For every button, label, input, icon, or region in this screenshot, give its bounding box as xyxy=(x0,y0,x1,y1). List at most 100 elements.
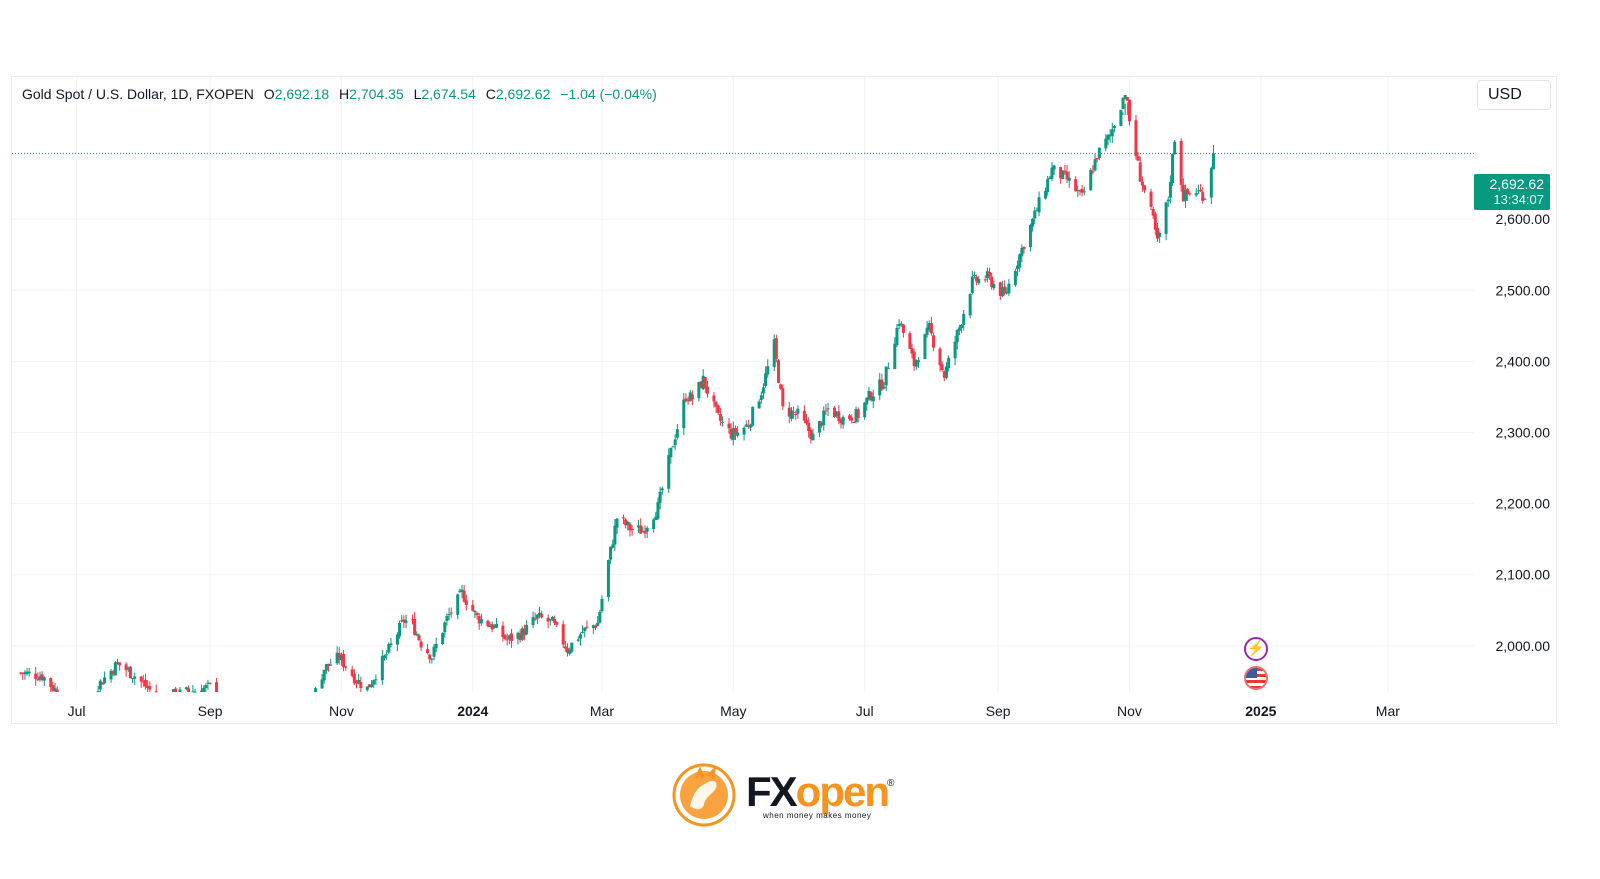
x-tick-label: Nov xyxy=(329,703,354,719)
candle-body xyxy=(540,613,544,618)
candle-body xyxy=(445,616,449,621)
candle-body xyxy=(645,527,649,532)
candle-body xyxy=(749,424,753,428)
candle-body xyxy=(942,371,946,378)
candle-body xyxy=(477,615,481,624)
candle-body xyxy=(731,428,735,440)
x-axis: Jul Sep Nov 2024 Mar May Jul Sep Nov 2025 Mar xyxy=(68,703,1401,719)
candle-body xyxy=(327,663,331,667)
candle-body xyxy=(380,656,384,681)
candle-body xyxy=(505,639,509,641)
candle-body xyxy=(630,529,634,531)
high-label: H xyxy=(339,86,350,102)
y-tick-label: 2,200.00 xyxy=(1496,496,1551,512)
candle-body xyxy=(1194,193,1198,196)
candle-body xyxy=(488,625,492,628)
candle-body xyxy=(886,367,890,369)
currency-selector[interactable]: USD xyxy=(1477,80,1551,110)
candle-body xyxy=(772,339,776,367)
candle-body xyxy=(339,655,343,661)
candle-body xyxy=(355,681,359,684)
candle-body xyxy=(591,625,595,629)
candle-body xyxy=(583,627,587,632)
candle-body xyxy=(133,676,137,679)
candle-body xyxy=(1158,232,1162,237)
candle-body xyxy=(826,408,830,410)
candle-body xyxy=(910,348,914,354)
candle-body xyxy=(848,415,852,420)
candle-body xyxy=(352,673,356,684)
candle-body xyxy=(932,335,936,348)
candle-body xyxy=(410,619,414,621)
candle-body xyxy=(850,417,854,421)
candle-body xyxy=(1209,168,1213,198)
candle-body xyxy=(34,673,38,679)
candle-body xyxy=(1089,170,1093,191)
candle-body xyxy=(576,639,580,641)
candle-body xyxy=(395,634,399,645)
candle-body xyxy=(1080,188,1084,193)
candle-body xyxy=(805,420,809,424)
candle-body xyxy=(51,685,55,691)
candle-body xyxy=(38,676,42,680)
candle-body xyxy=(520,628,524,640)
candle-body xyxy=(531,617,535,626)
candle-body xyxy=(1183,190,1187,201)
candle-body xyxy=(787,407,791,417)
candle-body xyxy=(811,433,815,441)
fxopen-logo-icon xyxy=(672,763,736,827)
candle-body xyxy=(335,652,339,664)
candle-body xyxy=(148,685,152,690)
candle-body xyxy=(1136,156,1140,161)
candle-body xyxy=(124,664,128,671)
chart-frame[interactable]: 2,000.00 2,100.00 2,200.00 2,300.00 2,400.00… xyxy=(11,76,1557,724)
candle-body xyxy=(103,677,107,684)
candle-body xyxy=(972,275,976,277)
candle-body xyxy=(191,691,195,693)
candle-body xyxy=(1201,192,1205,201)
candle-body xyxy=(400,620,404,622)
us-flag-icon[interactable] xyxy=(1244,666,1268,690)
low-label: L xyxy=(413,86,422,102)
candle-body xyxy=(561,624,565,645)
candle-body xyxy=(673,439,677,446)
candle-body xyxy=(835,411,839,416)
candle-body xyxy=(55,689,59,692)
candle-body xyxy=(774,338,778,359)
candle-body xyxy=(613,525,617,545)
candle-body xyxy=(1093,159,1097,171)
candle-body xyxy=(146,685,150,689)
candle-body xyxy=(947,357,951,369)
candle-body xyxy=(714,401,718,407)
candle-body xyxy=(871,396,875,402)
candle-body xyxy=(370,684,374,688)
candle-body xyxy=(1112,126,1116,129)
x-tick-label: Mar xyxy=(1376,703,1400,719)
candle-body xyxy=(764,373,768,386)
candle-body xyxy=(126,668,130,670)
candle-body xyxy=(729,428,733,439)
candle-body xyxy=(1000,287,1004,297)
candle-body xyxy=(1005,291,1009,294)
candle-body xyxy=(703,377,707,388)
candle-body xyxy=(686,400,690,402)
x-tick-label: Sep xyxy=(198,703,223,719)
price-chart[interactable]: 2,000.00 2,100.00 2,200.00 2,300.00 2,400.00… xyxy=(12,77,1558,725)
candle-body xyxy=(1033,210,1037,219)
candle-body xyxy=(570,642,574,652)
candle-body xyxy=(992,284,996,289)
high-value: 2,704.35 xyxy=(349,86,404,102)
candle-body xyxy=(202,687,206,692)
candle-body xyxy=(1078,190,1082,192)
candle-body xyxy=(460,589,464,592)
candle-body xyxy=(837,411,841,422)
candle-body xyxy=(1082,191,1086,193)
lightning-icon[interactable]: ⚡ xyxy=(1244,637,1268,661)
candle-body xyxy=(656,502,660,519)
candle-body xyxy=(712,395,716,402)
candle-body xyxy=(884,366,888,386)
candle-body xyxy=(721,421,725,423)
candle-body xyxy=(807,422,811,432)
candle-body xyxy=(387,644,391,653)
candle-body xyxy=(344,666,348,668)
